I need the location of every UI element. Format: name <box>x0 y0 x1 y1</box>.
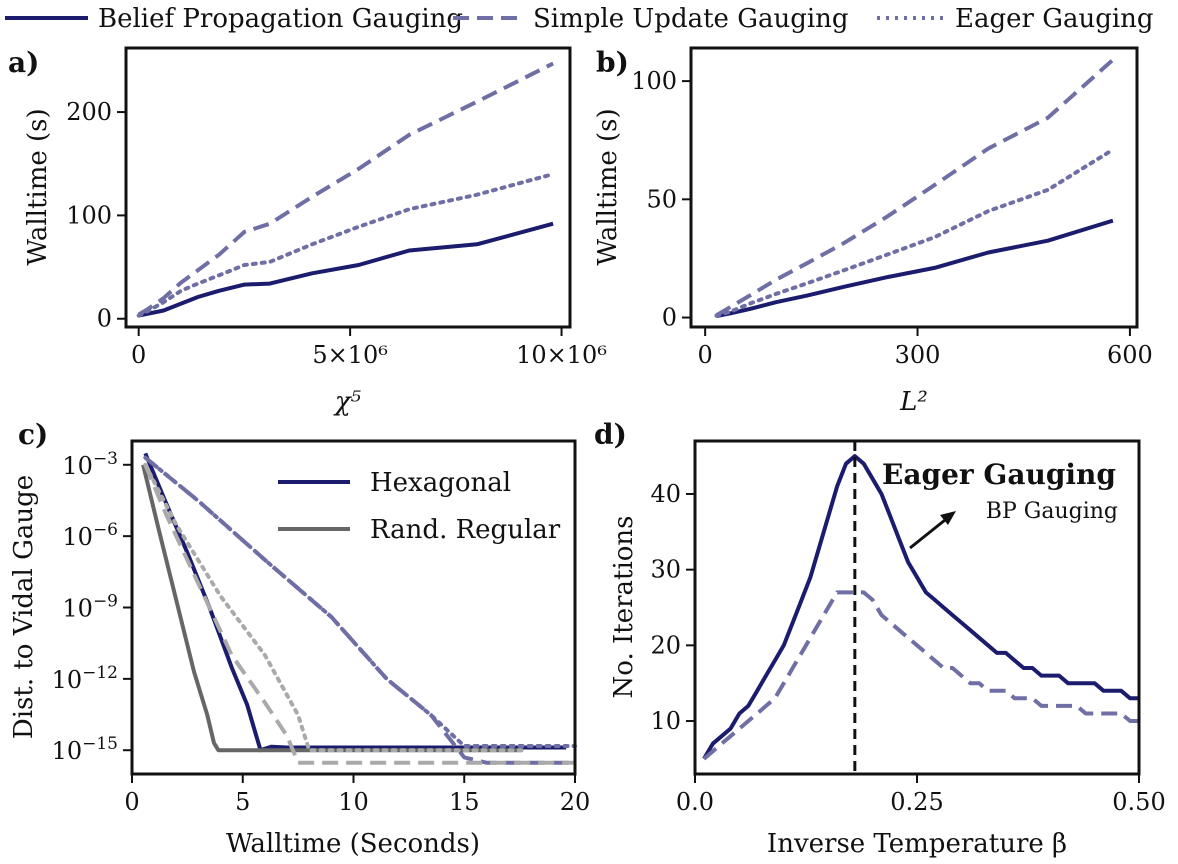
panel-c-ytick-label: 10−3 <box>62 449 118 480</box>
panel-b-ytick-label: 50 <box>646 185 677 213</box>
panel-b-xtick-label: 300 <box>895 341 941 369</box>
panel-d-series-bp-iter <box>702 590 1139 761</box>
panel-c-xlabel: Walltime (Seconds) <box>226 829 480 859</box>
panel-b-ytick-label: 100 <box>631 67 677 95</box>
panel-d-ytick-label: 40 <box>650 480 681 508</box>
panel-c-ytick-label: 10−12 <box>52 663 118 694</box>
panel-c-series-hex-su <box>144 456 575 765</box>
panel-d-frame <box>693 439 1141 776</box>
panel-c-ticks: 0 5 10 15 20 10−3 10−6 10−9 10−12 10−15 <box>52 449 591 816</box>
panel-b: b) 0 300 600 0 50 100 Walltime (s) L² <box>593 46 1153 417</box>
panel-a-label: a) <box>8 46 39 79</box>
panel-a-series-bp <box>138 221 554 318</box>
panel-c-xtick-label: 15 <box>449 788 480 816</box>
panel-b-series <box>714 58 1115 319</box>
panel-c-series-rr-bp <box>141 464 522 753</box>
panel-c-ylabel: Dist. to Vidal Gauge <box>9 475 39 739</box>
panel-b-series-eager <box>714 147 1115 318</box>
panel-d-annotation-arrowhead <box>940 511 956 525</box>
panel-c-xtick-label: 20 <box>560 788 591 816</box>
panel-a-series <box>136 61 556 318</box>
panel-d-xtick-label: 0.25 <box>890 788 943 816</box>
panel-c-series-hex-bp <box>143 452 567 753</box>
panel-c-series-rr-su <box>143 464 575 765</box>
panel-d-xlabel: Inverse Temperature β <box>767 829 1067 859</box>
panel-c-legend: Hexagonal Rand. Regular <box>278 468 561 545</box>
panel-a-ytick-label: 200 <box>66 98 112 126</box>
panel-b-series-su <box>715 58 1115 317</box>
panel-d-annotation-eager: Eager Gauging <box>882 458 1116 491</box>
panel-b-xlabel: L² <box>899 387 928 417</box>
panel-b-frame <box>689 46 1139 329</box>
panel-b-label: b) <box>596 46 629 79</box>
panel-d-annotation-arrow <box>909 514 951 550</box>
panel-d-series <box>702 454 1139 761</box>
panel-c-xtick-label: 5 <box>235 788 250 816</box>
panel-a-ytick-label: 100 <box>66 201 112 229</box>
panel-d-ytick-label: 20 <box>650 631 681 659</box>
panel-c-xtick-label: 0 <box>124 788 139 816</box>
panel-d-xtick-label: 0.50 <box>1112 788 1165 816</box>
panel-a-xlabel: χ⁵ <box>333 387 362 417</box>
legend-label-hexagonal: Hexagonal <box>370 468 511 498</box>
panel-c: c) 0 5 10 15 20 10−3 10−6 10−9 10−12 10−15 Hexago… <box>9 418 590 859</box>
panel-b-ticks: 0 300 600 0 50 100 <box>631 67 1153 369</box>
panel-c-frame <box>130 439 577 776</box>
panel-a-xtick-label: 10×10⁶ <box>516 341 607 369</box>
panel-d-label: d) <box>594 418 627 451</box>
panel-c-series-rr-eager <box>143 462 524 753</box>
legend-label-bp: Belief Propagation Gauging <box>98 4 463 34</box>
panel-c-series <box>141 452 577 765</box>
panel-d: d) 0.0 0.25 0.50 10 20 30 40 Eager Gauging BP … <box>594 418 1166 859</box>
panel-a-ylabel: Walltime (s) <box>23 108 53 265</box>
panel-d-series-eager-iter <box>702 454 1139 760</box>
figure-legend: Belief Propagation Gauging Simple Update… <box>5 4 1154 34</box>
panel-b-ytick-label: 0 <box>662 304 677 332</box>
panel-a: a) 0 5×10⁶ 10×10⁶ 0 100 200 Walltime (s) χ⁵ <box>8 46 607 417</box>
panel-b-xtick-label: 0 <box>698 341 713 369</box>
panel-a-series-eager <box>136 172 556 318</box>
panel-c-xtick-label: 10 <box>338 788 369 816</box>
panel-b-ylabel: Walltime (s) <box>593 108 623 265</box>
panel-d-xtick-label: 0.0 <box>676 788 714 816</box>
legend-label-su: Simple Update Gauging <box>533 4 849 34</box>
panel-c-series-hex-eager <box>143 455 577 748</box>
panel-a-series-su <box>137 61 554 317</box>
legend-label-eager: Eager Gauging <box>955 4 1154 34</box>
panel-c-ytick-label: 10−9 <box>62 592 118 623</box>
panel-a-xtick-label: 5×10⁶ <box>312 341 388 369</box>
panel-c-ytick-label: 10−6 <box>62 520 118 551</box>
panel-a-xtick-label: 0 <box>131 341 146 369</box>
panel-d-ylabel: No. Iterations <box>609 515 639 698</box>
panel-d-annotation-bp: BP Gauging <box>986 499 1118 524</box>
panel-c-ytick-label: 10−15 <box>52 734 118 765</box>
panel-d-ticks: 0.0 0.25 0.50 10 20 30 40 <box>650 480 1165 816</box>
panel-a-ytick-label: 0 <box>97 305 112 333</box>
panel-b-series-bp <box>716 218 1114 319</box>
panel-b-xtick-label: 600 <box>1107 341 1153 369</box>
legend-label-rand-regular: Rand. Regular <box>370 515 561 545</box>
panel-d-ytick-label: 10 <box>650 707 681 735</box>
panel-a-frame <box>124 46 572 329</box>
panel-d-ytick-label: 30 <box>650 556 681 584</box>
panel-c-label: c) <box>18 418 48 451</box>
